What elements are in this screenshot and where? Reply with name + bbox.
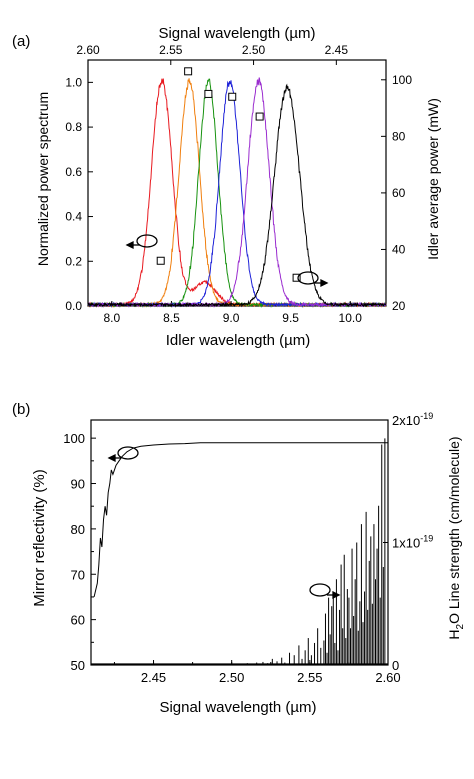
panel-b-right-tick-exponent: -19 — [420, 411, 433, 421]
panel-b-y-tick-label: 60 — [71, 613, 85, 628]
panel-a-axes: 8.0 8.5 9.0 9.5 10.0 0.0 0.2 0.4 0.6 0.8 1.0 2.60 2.… — [65, 43, 412, 325]
panel-a-right-y-tick-label: 100 — [392, 73, 412, 87]
panel-a-label: (a) — [12, 33, 30, 50]
panel-b-series-group — [91, 438, 388, 665]
panel-b-y-tick-label: 80 — [71, 522, 85, 537]
panel-a-series-group — [87, 77, 387, 308]
panel-b-x-tick-label: 2.60 — [375, 670, 400, 685]
panel-b-right-y-tick-label: 2x10-19 — [392, 411, 433, 428]
panel-b-right-ylabel-h: H — [446, 629, 462, 639]
panel-a-right-y-tick-label: 40 — [392, 242, 406, 256]
panel-b-right-tick-mantissa: 0 — [392, 658, 399, 673]
panel-a-power-point — [292, 273, 301, 282]
panel-a-power-point — [184, 67, 193, 76]
panel-b-left-axis-indicator — [107, 446, 139, 463]
panel-a-y-tick-label: 0.8 — [65, 120, 82, 134]
panel-a-top-x-tick-label: 2.55 — [159, 43, 183, 57]
panel-a-x-tick-label: 8.5 — [163, 311, 180, 325]
panel-b-right-tick-mantissa: 2x10 — [392, 413, 420, 428]
panel-a-right-ylabel: Idler average power (mW) — [425, 98, 441, 260]
panel-b-x-tick-label: 2.55 — [297, 670, 322, 685]
panel-a-y-tick-label: 0.2 — [65, 254, 82, 268]
panel-b-label: (b) — [12, 401, 30, 418]
panel-a-x-tick-label: 8.0 — [103, 311, 120, 325]
panel-b-x-tick-label: 2.50 — [219, 670, 244, 685]
panel-a-spectrum-line — [87, 83, 387, 308]
panel-b-y-tick-label: 90 — [71, 477, 85, 492]
panel-a-y-tick-label: 0.0 — [65, 299, 82, 313]
panel-b-right-y-tick-label: 1x10-19 — [392, 534, 433, 551]
panel-a-top-x-tick-label: 2.60 — [76, 43, 100, 57]
panel-a-top-x-tick-label: 2.50 — [242, 43, 266, 57]
panel-a-power-point — [156, 256, 165, 265]
panel-b-chart: (b) Signal wavelength (µm) Mirror reflec… — [12, 401, 466, 716]
panel-a-top-xlabel: Signal wavelength (µm) — [158, 25, 315, 42]
panel-a-power-point — [228, 92, 237, 101]
panel-b-y-tick-label: 50 — [71, 658, 85, 673]
panel-a-right-y-tick-label: 80 — [392, 129, 406, 143]
panel-a-y-tick-label: 1.0 — [65, 75, 82, 89]
panel-a-spectrum-line — [87, 77, 387, 308]
panel-b-right-ylabel: H2O Line strength (cm/molecule) — [446, 436, 466, 639]
panel-b-right-ylabel-rest: O Line strength (cm/molecule) — [446, 436, 462, 624]
panel-b-y-tick-label: 70 — [71, 567, 85, 582]
panel-a-right-y-tick-label: 60 — [392, 186, 406, 200]
panel-a-plot-frame — [87, 59, 387, 307]
panel-a-power-point — [255, 112, 264, 121]
panel-a-x-tick-label: 10.0 — [339, 311, 363, 325]
panel-a-xlabel: Idler wavelength (µm) — [166, 332, 311, 349]
panel-a-x-tick-label: 9.5 — [282, 311, 299, 325]
panel-a-top-x-tick-label: 2.45 — [325, 43, 349, 57]
panel-a-power-point — [204, 89, 213, 98]
panel-b-right-ylabel-sub: 2 — [455, 623, 466, 629]
panel-b-right-tick-mantissa: 1x10 — [392, 536, 420, 551]
panel-b-right-axis-indicator — [309, 583, 341, 600]
panel-b-x-tick-label: 2.45 — [141, 670, 166, 685]
panel-b-axes: 2.45 2.50 2.55 2.60506070809010001x10-192x1… — [63, 411, 433, 685]
panel-b-right-y-tick-label: 0 — [392, 658, 399, 673]
panel-a-power-markers — [156, 67, 301, 282]
panel-a-y-tick-label: 0.6 — [65, 165, 82, 179]
panel-a-right-axis-indicator — [297, 271, 329, 288]
panel-b-xlabel: Signal wavelength (µm) — [159, 699, 316, 716]
panel-a-chart: (a) Signal wavelength (µm) Idler wavelen… — [12, 25, 441, 349]
panel-a-right-y-tick-label: 20 — [392, 299, 406, 313]
panel-b-right-tick-exponent: -19 — [420, 534, 433, 544]
panel-a-ylabel: Normalized power spectrum — [35, 92, 51, 266]
panel-b-y-tick-label: 100 — [63, 431, 85, 446]
panel-a-y-tick-label: 0.4 — [65, 210, 82, 224]
panel-b-ylabel: Mirror reflectivity (%) — [31, 469, 48, 607]
panel-a-x-tick-label: 9.0 — [223, 311, 240, 325]
panel-a-left-axis-indicator — [125, 234, 158, 250]
